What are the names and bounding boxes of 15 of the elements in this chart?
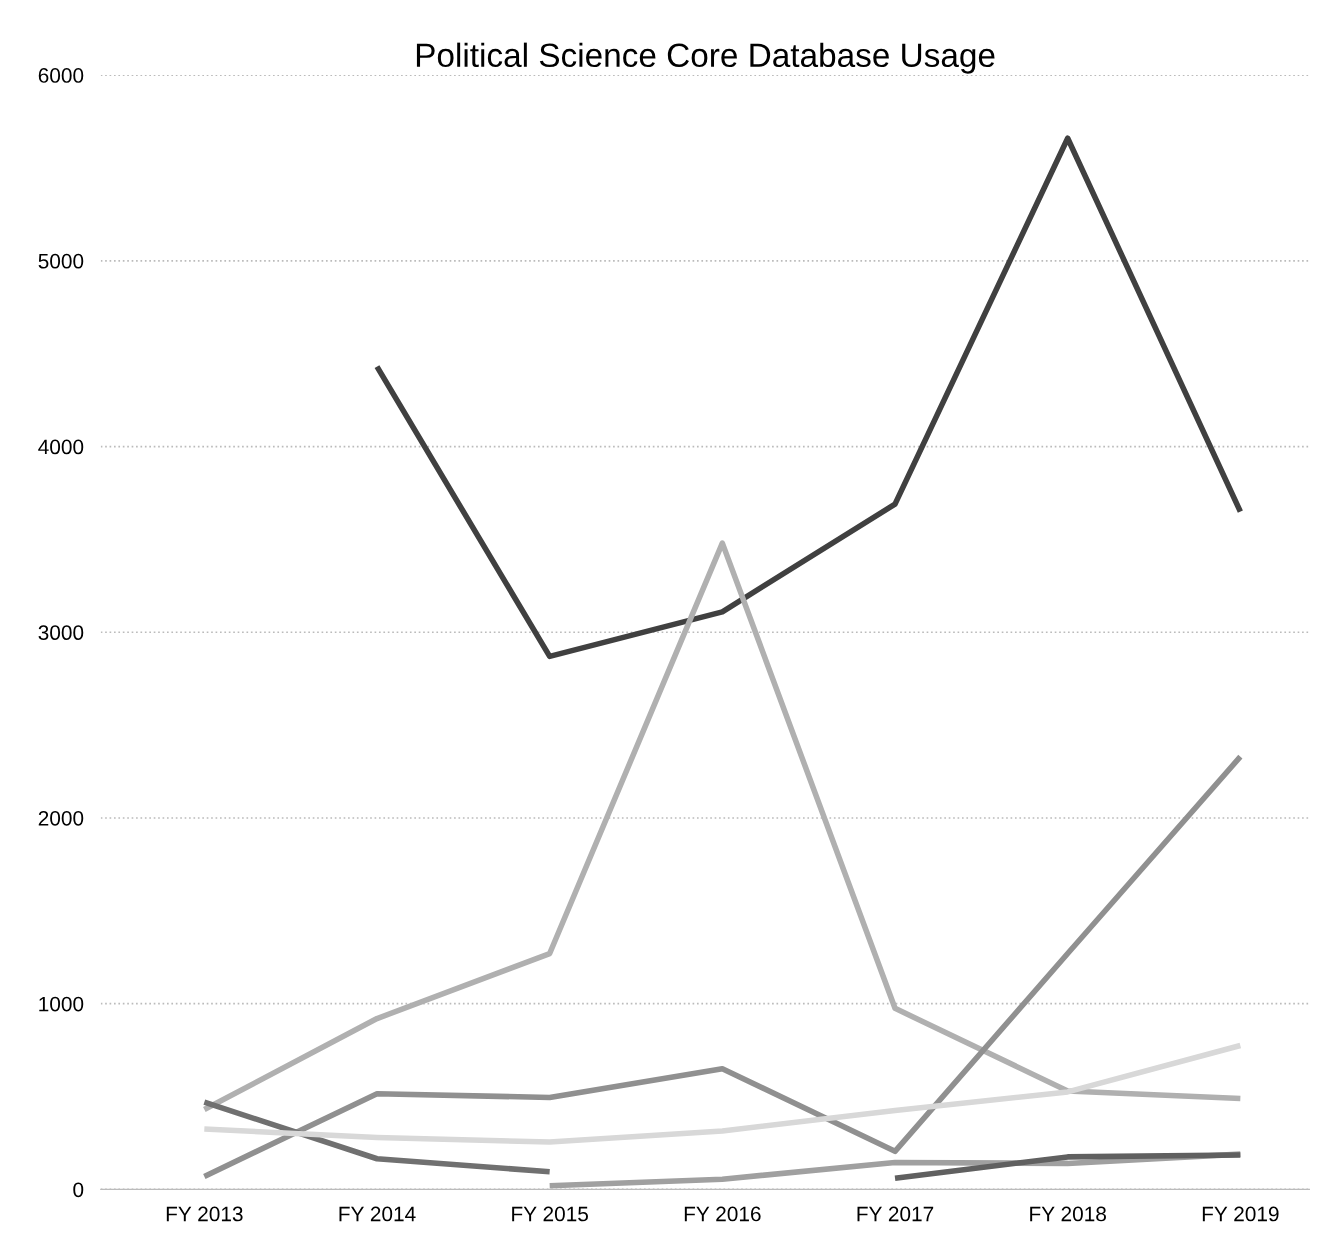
x-tick-label: FY 2018 — [1030, 1206, 1106, 1222]
x-tick-label: FY 2014 — [339, 1206, 416, 1222]
x-tick-label: FY 2016 — [684, 1206, 761, 1222]
y-tick-label: 3000 — [38, 625, 84, 641]
y-tick-label: 1000 — [39, 996, 84, 1012]
chart-title: Political Science Core Database Usage — [416, 42, 995, 74]
x-tick-label: FY 2017 — [857, 1206, 934, 1222]
y-tick-label: 5000 — [38, 253, 84, 269]
y-tick-label: 2000 — [38, 810, 84, 826]
y-tick-label: 4000 — [38, 439, 84, 455]
x-tick-label: FY 2013 — [166, 1206, 243, 1222]
y-tick-label: 6000 — [38, 68, 84, 83]
x-tick-label: FY 2019 — [1202, 1206, 1279, 1222]
y-tick-label: 0 — [73, 1182, 84, 1198]
x-tick-label: FY 2015 — [512, 1206, 588, 1222]
